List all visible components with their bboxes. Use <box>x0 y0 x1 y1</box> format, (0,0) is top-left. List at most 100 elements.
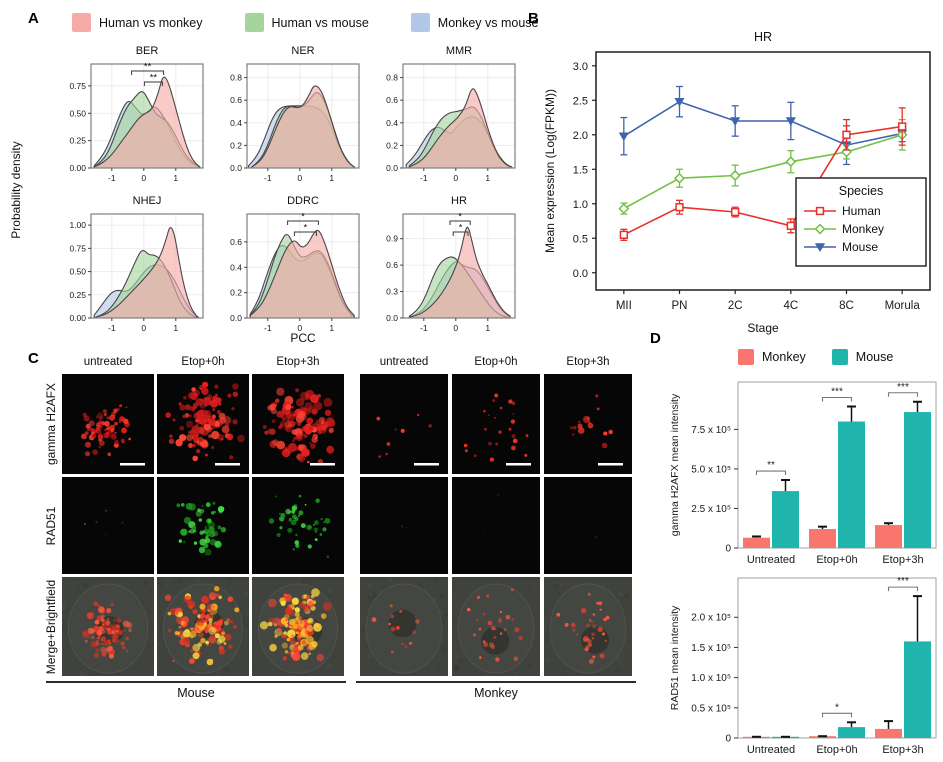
svg-text:0.50: 0.50 <box>69 267 86 277</box>
micro-image-mouse-r0-c2 <box>252 374 344 474</box>
panel-b-label: B <box>528 10 539 27</box>
svg-text:0: 0 <box>141 323 146 333</box>
svg-text:0: 0 <box>453 173 458 183</box>
svg-text:MMR: MMR <box>446 45 472 57</box>
svg-text:*: * <box>459 223 463 234</box>
svg-text:**: ** <box>767 460 775 471</box>
svg-text:0: 0 <box>297 173 302 183</box>
svg-text:0.50: 0.50 <box>69 108 86 118</box>
density-plot-hr: 0.0 0.3 0.6 0.9 -1 0 1 HR ** <box>386 195 516 333</box>
svg-text:RAD51 mean intensity: RAD51 mean intensity <box>669 605 681 710</box>
micro-image-monkey-r1-c0 <box>360 477 448 574</box>
micro-image-monkey-r2-c1 <box>452 577 540 676</box>
svg-text:1.5 x 10⁵: 1.5 x 10⁵ <box>691 643 731 654</box>
density-plot-ber: 0.00 0.25 0.50 0.75 -1 0 1 BER **** <box>69 45 204 183</box>
panel-d-label: D <box>650 330 661 347</box>
svg-text:0: 0 <box>453 323 458 333</box>
svg-text:PN: PN <box>672 300 688 312</box>
panel-d-legend: Monkey Mouse <box>738 349 893 365</box>
svg-text:Untreated: Untreated <box>747 554 795 566</box>
svg-text:Stage: Stage <box>747 321 779 335</box>
legend-item-human-vs-monkey: Human vs monkey <box>72 13 203 32</box>
micro-image-mouse-r0-c0 <box>62 374 154 474</box>
svg-text:4C: 4C <box>783 300 798 312</box>
svg-text:Etop+3h: Etop+3h <box>882 554 923 566</box>
svg-text:2.0: 2.0 <box>573 130 588 142</box>
svg-text:-1: -1 <box>264 173 272 183</box>
svg-text:8C: 8C <box>839 300 854 312</box>
column-header-monkey-etop3h: Etop+3h <box>566 356 610 368</box>
svg-text:MII: MII <box>616 300 632 312</box>
svg-text:0: 0 <box>725 544 731 555</box>
micro-image-monkey-r0-c0 <box>360 374 448 474</box>
column-header-mouse-etop3h: Etop+3h <box>276 356 320 368</box>
svg-text:0.5: 0.5 <box>573 233 588 245</box>
micro-image-monkey-r0-c1 <box>452 374 540 474</box>
svg-text:DDRC: DDRC <box>287 195 319 207</box>
svg-text:Untreated: Untreated <box>747 744 795 756</box>
micro-image-mouse-r1-c0 <box>62 477 154 574</box>
legend-item-monkey-vs-mouse: Monkey vs mouse <box>410 13 539 32</box>
svg-text:Mean expression (Log(FPKM)): Mean expression (Log(FPKM)) <box>543 89 557 253</box>
svg-text:0: 0 <box>141 173 146 183</box>
svg-text:Species: Species <box>839 184 883 198</box>
svg-text:0.6: 0.6 <box>230 237 242 247</box>
svg-text:-1: -1 <box>108 323 116 333</box>
svg-text:BER: BER <box>136 45 159 57</box>
svg-text:**: ** <box>150 73 158 84</box>
svg-text:2.5: 2.5 <box>573 95 588 107</box>
density-plot-ddrc: 0.0 0.2 0.4 0.6 -1 0 1 DDRC ** <box>230 195 360 333</box>
svg-text:HR: HR <box>451 195 467 207</box>
micro-image-monkey-r2-c0 <box>360 577 448 676</box>
svg-text:Morula: Morula <box>885 300 921 312</box>
svg-text:1: 1 <box>329 323 334 333</box>
svg-text:1: 1 <box>485 173 490 183</box>
svg-text:0.2: 0.2 <box>230 288 242 298</box>
legend-item-mouse: Mouse <box>831 349 893 365</box>
svg-text:0.4: 0.4 <box>230 262 242 272</box>
svg-text:*: * <box>458 212 462 223</box>
svg-text:0.0: 0.0 <box>386 163 398 173</box>
svg-text:-1: -1 <box>264 323 272 333</box>
svg-text:Etop+3h: Etop+3h <box>882 744 923 756</box>
svg-text:-1: -1 <box>108 173 116 183</box>
legend-swatch-mouse <box>831 349 848 365</box>
legend-item-monkey: Monkey <box>738 349 806 365</box>
svg-text:***: *** <box>897 576 909 587</box>
legend-swatch-blue <box>410 13 430 32</box>
svg-text:Etop+0h: Etop+0h <box>816 554 857 566</box>
svg-text:0.3: 0.3 <box>386 287 398 297</box>
svg-text:Monkey: Monkey <box>842 222 884 236</box>
svg-text:0.0: 0.0 <box>230 313 242 323</box>
svg-text:1: 1 <box>485 323 490 333</box>
svg-text:1.0 x 10⁵: 1.0 x 10⁵ <box>691 673 731 684</box>
density-plot-ner: 0.0 0.2 0.4 0.6 0.8 -1 0 1 NER <box>230 45 360 183</box>
row-label-rad51: RAD51 <box>44 506 58 546</box>
svg-text:***: *** <box>831 387 843 398</box>
svg-text:0: 0 <box>725 734 731 745</box>
bar-chart-rad51: 0 0.5 x 10⁵ 1.0 x 10⁵ 1.5 x 10⁵ 2.0 x 10⁵ Unt… <box>669 576 937 756</box>
svg-text:0.6: 0.6 <box>386 260 398 270</box>
svg-text:0.25: 0.25 <box>69 136 86 146</box>
svg-text:7.5 x 10⁵: 7.5 x 10⁵ <box>691 425 731 436</box>
svg-text:1.5: 1.5 <box>573 164 588 176</box>
svg-text:0.0: 0.0 <box>386 313 398 323</box>
group-label-mouse: Mouse <box>177 686 215 700</box>
svg-text:0.4: 0.4 <box>386 118 398 128</box>
svg-text:0.2: 0.2 <box>230 140 242 150</box>
svg-text:0.8: 0.8 <box>386 73 398 83</box>
mouse-group-line <box>46 681 346 683</box>
svg-text:**: ** <box>144 62 152 73</box>
svg-text:0.6: 0.6 <box>230 95 242 105</box>
svg-text:-1: -1 <box>420 323 428 333</box>
micro-image-mouse-r2-c2 <box>252 577 344 676</box>
legend-swatch-green <box>244 13 264 32</box>
svg-text:1: 1 <box>173 323 178 333</box>
legend-label: Human vs mouse <box>271 15 369 30</box>
svg-text:*: * <box>301 212 305 223</box>
monkey-group-line <box>356 681 636 683</box>
micro-image-mouse-r1-c2 <box>252 477 344 574</box>
svg-text:0.5 x 10⁵: 0.5 x 10⁵ <box>691 703 731 714</box>
svg-text:Mouse: Mouse <box>842 240 878 254</box>
column-header-mouse-etop0h: Etop+0h <box>181 356 225 368</box>
